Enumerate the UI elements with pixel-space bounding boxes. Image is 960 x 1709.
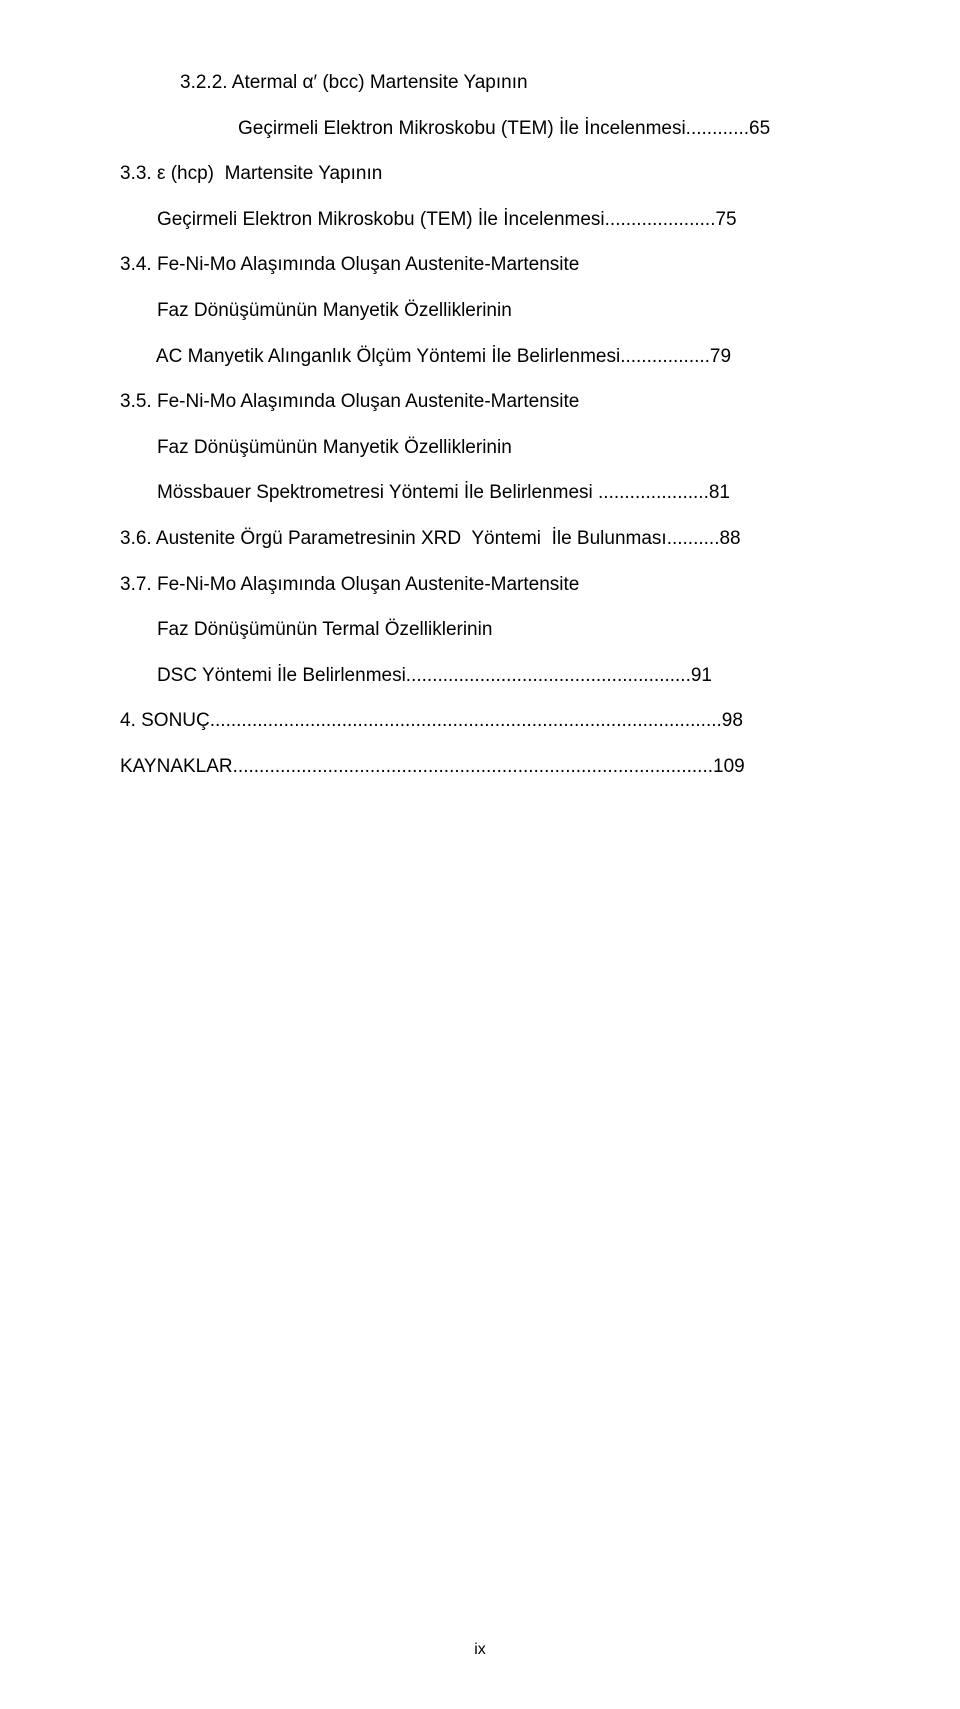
toc-line: 3.4. Fe-Ni-Mo Alaşımında Oluşan Austenit… xyxy=(120,242,860,288)
toc-entry: 4. SONUÇ................................… xyxy=(120,698,860,744)
toc-entry: 3.6. Austenite Örgü Parametresinin XRD Y… xyxy=(120,516,860,562)
toc-line: 3.6. Austenite Örgü Parametresinin XRD Y… xyxy=(120,516,860,562)
document-page: 3.2.2. Atermal α′ (bcc) Martensite Yapın… xyxy=(0,0,960,1709)
toc-line: Geçirmeli Elektron Mikroskobu (TEM) İle … xyxy=(120,197,860,243)
toc-entry: 3.3. ε (hcp) Martensite Yapının Geçirmel… xyxy=(120,151,860,242)
toc-line: DSC Yöntemi İle Belirlenmesi............… xyxy=(120,653,860,699)
table-of-contents: 3.2.2. Atermal α′ (bcc) Martensite Yapın… xyxy=(120,60,860,790)
toc-line: Geçirmeli Elektron Mikroskobu (TEM) İle … xyxy=(120,106,860,152)
toc-line: Faz Dönüşümünün Manyetik Özelliklerinin xyxy=(120,288,860,334)
toc-entry: KAYNAKLAR...............................… xyxy=(120,744,860,790)
toc-line: 4. SONUÇ................................… xyxy=(120,698,860,744)
toc-line: 3.7. Fe-Ni-Mo Alaşımında Oluşan Austenit… xyxy=(120,562,860,608)
page-number: ix xyxy=(0,1641,960,1659)
toc-line: 3.2.2. Atermal α′ (bcc) Martensite Yapın… xyxy=(120,60,860,106)
toc-line: KAYNAKLAR...............................… xyxy=(120,744,860,790)
toc-line: Faz Dönüşümünün Termal Özelliklerinin xyxy=(120,607,860,653)
toc-entry: 3.7. Fe-Ni-Mo Alaşımında Oluşan Austenit… xyxy=(120,562,860,699)
toc-entry: 3.4. Fe-Ni-Mo Alaşımında Oluşan Austenit… xyxy=(120,242,860,379)
toc-line: 3.5. Fe-Ni-Mo Alaşımında Oluşan Austenit… xyxy=(120,379,860,425)
toc-line: Faz Dönüşümünün Manyetik Özelliklerinin xyxy=(120,425,860,471)
toc-entry: 3.2.2. Atermal α′ (bcc) Martensite Yapın… xyxy=(120,60,860,151)
toc-line: AC Manyetik Alınganlık Ölçüm Yöntemi İle… xyxy=(120,334,860,380)
toc-entry: 3.5. Fe-Ni-Mo Alaşımında Oluşan Austenit… xyxy=(120,379,860,516)
toc-line: 3.3. ε (hcp) Martensite Yapının xyxy=(120,151,860,197)
toc-line: Mössbauer Spektrometresi Yöntemi İle Bel… xyxy=(120,470,860,516)
